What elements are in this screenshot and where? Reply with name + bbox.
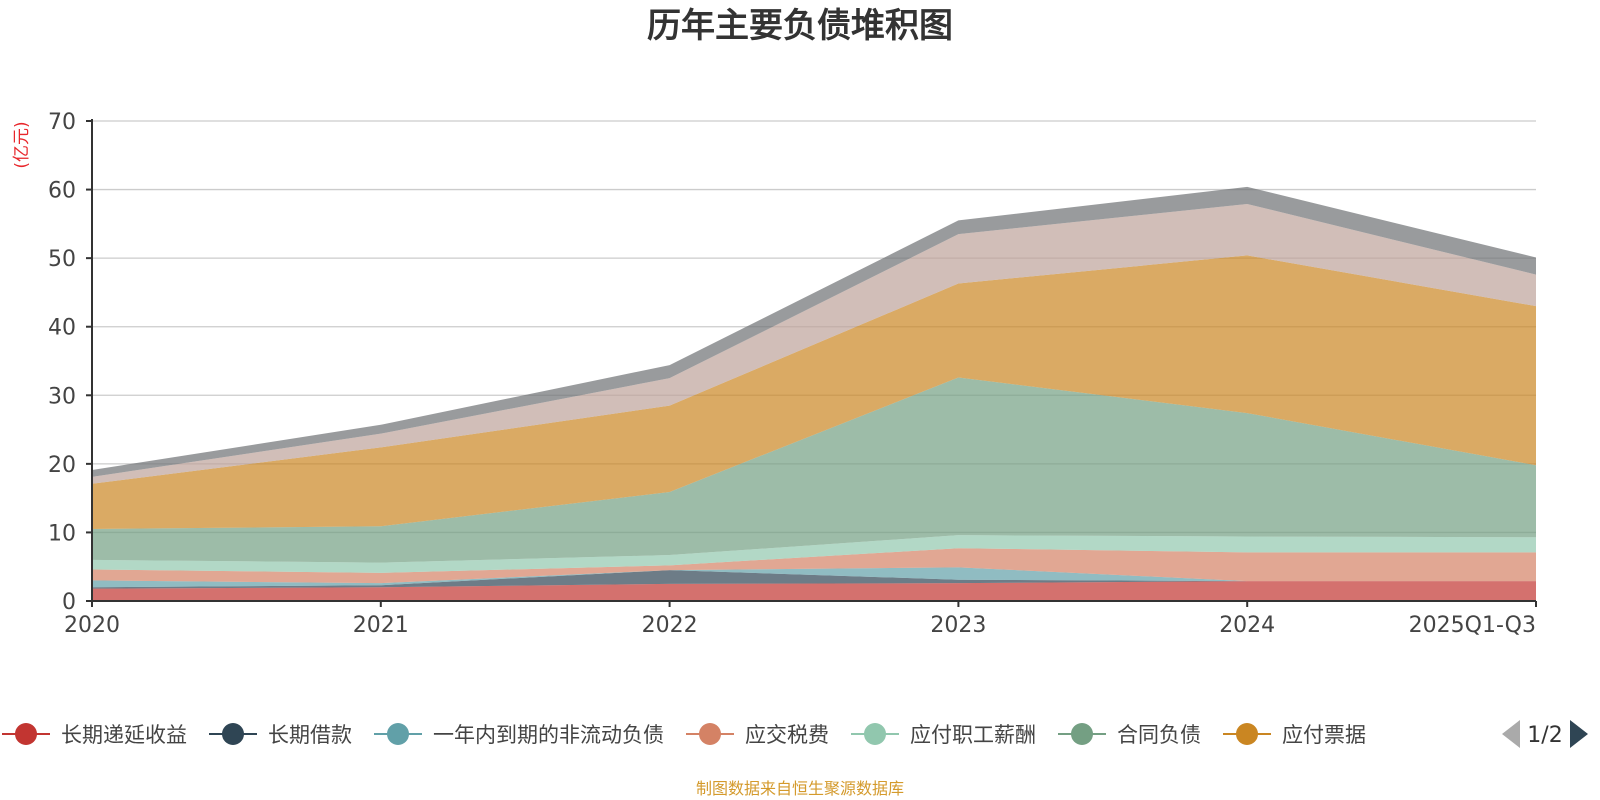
legend-label: 应付票据 xyxy=(1282,723,1366,747)
axes: 2020 2021 2022 2023 2024 2025Q1-Q3 xyxy=(64,119,1537,638)
legend-label: 长期借款 xyxy=(268,723,352,747)
legend-marker xyxy=(222,723,244,745)
y-tick-label: 20 xyxy=(48,453,76,478)
legend-prev-arrow-icon[interactable] xyxy=(1502,720,1520,748)
area-series-2 xyxy=(92,567,1536,588)
legend-item[interactable]: 长期借款 xyxy=(209,723,352,747)
legend-label: 应付职工薪酬 xyxy=(910,723,1036,747)
legend-pagination: 1/2 xyxy=(1502,720,1588,748)
legend-marker xyxy=(1071,723,1093,745)
area-series-group xyxy=(92,186,1536,601)
x-tick-label: 2022 xyxy=(642,613,698,638)
area-series-8 xyxy=(92,186,1536,477)
y-tick-label: 60 xyxy=(48,179,76,204)
chart-title: 历年主要负债堆积图 xyxy=(647,6,953,46)
x-tick-label: 2021 xyxy=(353,613,409,638)
area-series-7 xyxy=(92,203,1536,484)
y-tick-label: 50 xyxy=(48,247,76,272)
area-series-6 xyxy=(92,255,1536,529)
y-tick-label: 40 xyxy=(48,316,76,341)
legend-item[interactable]: 应付职工薪酬 xyxy=(851,723,1036,747)
legend-marker xyxy=(387,723,409,745)
area-series-4 xyxy=(92,535,1536,573)
y-tick-label: 10 xyxy=(48,521,76,546)
legend-item[interactable]: 合同负债 xyxy=(1058,723,1201,747)
legend-page-indicator: 1/2 xyxy=(1527,723,1562,748)
legend-marker xyxy=(864,723,886,745)
legend-item[interactable]: 应付票据 xyxy=(1223,723,1366,747)
y-tick-label: 30 xyxy=(48,384,76,409)
legend-label: 长期递延收益 xyxy=(61,723,187,747)
legend-item[interactable]: 一年内到期的非流动负债 xyxy=(374,723,664,747)
legend-item[interactable]: 长期递延收益 xyxy=(2,723,187,747)
area-series-3 xyxy=(92,548,1536,584)
legend-marker xyxy=(15,723,37,745)
area-series-5 xyxy=(92,377,1536,563)
y-axis-unit-label: (亿元) xyxy=(12,121,32,168)
x-tick-label: 2025Q1-Q3 xyxy=(1409,613,1536,638)
x-tick-label: 2023 xyxy=(930,613,986,638)
y-tick-label: 70 xyxy=(48,110,76,135)
area-series-1 xyxy=(92,570,1536,589)
area-series-0 xyxy=(92,581,1536,601)
data-source-note: 制图数据来自恒生聚源数据库 xyxy=(696,779,904,798)
y-tick-label: 0 xyxy=(62,590,76,615)
x-tick-label: 2020 xyxy=(64,613,120,638)
legend-marker xyxy=(699,723,721,745)
legend-label: 一年内到期的非流动负债 xyxy=(433,723,664,747)
legend: 长期递延收益 长期借款 一年内到期的非流动负债 应交税费 应付职工薪酬 合同负债 应付票据 1… xyxy=(2,720,1588,748)
legend-item[interactable]: 应交税费 xyxy=(686,723,829,747)
legend-label: 应交税费 xyxy=(745,723,829,747)
legend-marker xyxy=(1236,723,1258,745)
x-tick-label: 2024 xyxy=(1219,613,1275,638)
legend-label: 合同负债 xyxy=(1117,723,1201,747)
legend-next-arrow-icon[interactable] xyxy=(1570,720,1588,748)
